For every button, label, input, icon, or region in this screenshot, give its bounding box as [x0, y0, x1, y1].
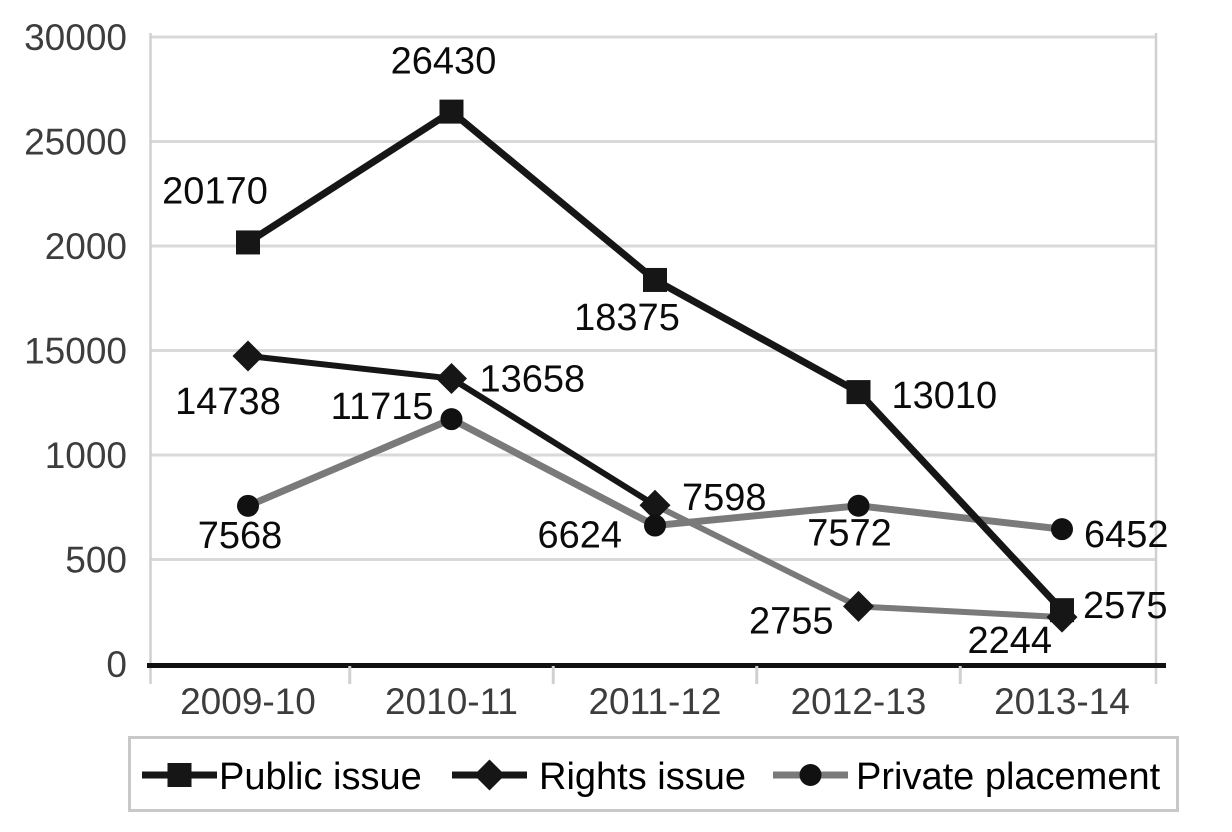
y-axis-labels: 30000 25000 2000 15000 1000 500 0: [24, 17, 127, 685]
square-marker: [643, 267, 667, 292]
data-label: 7568: [198, 515, 283, 557]
square-marker: [167, 763, 192, 787]
y-tick-label: 30000: [24, 17, 127, 58]
x-axis: [147, 663, 1166, 684]
series-markers-public-issue: [236, 99, 1074, 623]
circle-marker: [799, 764, 822, 786]
y-tick-label: 1000: [45, 435, 127, 476]
diamond-marker: [1046, 601, 1078, 633]
diamond-marker: [843, 590, 874, 622]
x-tick-label: 2012-13: [791, 681, 927, 722]
data-label: 2575: [1083, 585, 1168, 627]
legend-label: Rights issue: [539, 756, 746, 798]
data-label: 26430: [391, 41, 497, 83]
legend-item-rights-issue: Rights issue: [452, 756, 746, 798]
series-markers-private-placement: [237, 408, 1073, 541]
data-label: 11715: [331, 386, 434, 428]
legend-item-public-issue: Public issue: [142, 756, 422, 798]
x-tick-label: 2011-12: [588, 681, 721, 722]
square-marker: [439, 99, 464, 124]
data-label: 6452: [1084, 514, 1169, 556]
circle-marker: [440, 408, 463, 431]
y-tick-label: 0: [106, 644, 127, 685]
y-tick-label: 500: [65, 540, 127, 581]
x-tick-label: 2010-11: [385, 681, 518, 722]
data-label: 6624: [537, 515, 622, 557]
data-label: 2244: [967, 620, 1052, 662]
circle-marker: [237, 494, 259, 517]
x-axis-labels: 2009-10 2010-11 2011-12 2012-13 2013-14: [180, 681, 1130, 722]
diamond-marker: [232, 340, 264, 372]
data-label: 14738: [175, 381, 281, 423]
diamond-marker: [639, 489, 671, 521]
data-label: 2755: [749, 600, 834, 642]
legend-label: Private placement: [856, 756, 1161, 798]
square-marker: [846, 380, 871, 405]
series-markers-rights-issue: [232, 340, 1078, 633]
y-tick-label: 2000: [45, 226, 127, 267]
data-labels-private-placement: 7568 11715 6624 7572 6452: [198, 386, 1169, 557]
diamond-marker: [474, 759, 505, 791]
data-labels-public-issue: 20170 26430 18375 13010 2575: [162, 41, 1167, 628]
legend-label: Public issue: [219, 756, 422, 798]
circle-marker: [847, 494, 870, 517]
x-tick-label: 2009-10: [180, 681, 316, 722]
legend-item-private-placement: Private placement: [773, 756, 1161, 798]
data-label: 13010: [892, 375, 998, 417]
data-label: 7572: [807, 513, 892, 555]
circle-marker: [1051, 518, 1073, 541]
circle-marker: [644, 514, 666, 537]
legend-box: [128, 736, 1179, 812]
diamond-marker: [436, 363, 467, 395]
data-label: 7598: [682, 477, 767, 519]
legend: Public issue Rights issue Private placemen…: [128, 736, 1179, 812]
y-tick-label: 25000: [24, 122, 127, 163]
square-marker: [236, 230, 260, 255]
data-label: 18375: [574, 297, 680, 339]
data-labels-rights-issue: 14738 13658 7598 2755 2244: [175, 359, 1052, 663]
y-tick-label: 15000: [24, 331, 127, 372]
x-tick-label: 2013-14: [994, 681, 1130, 722]
data-label: 13658: [480, 359, 586, 401]
plot-boundaries: [149, 33, 1158, 684]
gridlines: [150, 35, 1156, 561]
data-label: 20170: [162, 170, 268, 212]
